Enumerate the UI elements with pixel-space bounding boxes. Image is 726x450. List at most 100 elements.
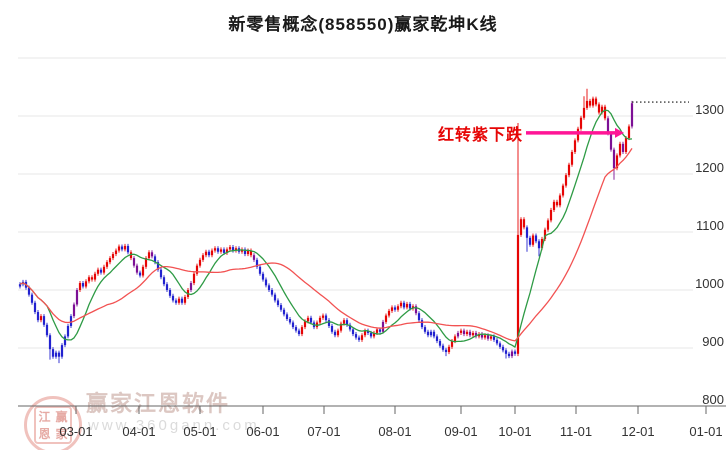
candle [267,285,271,290]
candle [252,255,256,260]
candle [54,352,58,357]
candle [579,117,583,129]
candle [546,220,550,230]
candle [57,352,61,357]
candle [66,325,70,337]
candle [348,324,352,330]
candle [69,316,73,326]
candle [294,327,298,331]
candle [309,317,313,323]
candle [588,100,592,106]
candle [621,143,625,152]
candle [108,258,112,263]
candle [477,334,481,337]
candle [105,262,109,267]
candle [324,315,328,321]
candle [360,335,364,340]
watermark-logo: 江 赢 恩 家 [24,396,82,450]
candle [129,252,133,259]
candle [447,346,451,353]
candle [492,336,496,340]
candle [138,272,142,276]
y-axis-label: 800 [702,392,724,407]
candle [429,331,433,336]
candle [159,269,163,278]
candle [99,269,103,273]
candle [39,316,43,321]
candle [300,327,304,335]
candle [426,331,430,336]
candle [378,329,382,332]
candle [282,309,286,315]
candle [357,337,361,340]
candle [420,320,424,328]
candle [591,98,595,106]
x-axis-label: 03-01 [59,424,92,439]
candle [570,151,574,165]
candle [387,310,391,316]
candle [345,320,349,325]
candle [147,252,151,259]
candle [555,201,559,206]
watermark-logo-seal: 江 赢 恩 家 [34,406,72,444]
candle [534,235,538,242]
candle [231,247,235,251]
candle [276,300,280,306]
candle [408,303,412,309]
candle [135,265,139,273]
candle [234,248,238,251]
candle [399,302,403,307]
candle [117,246,121,251]
candle [207,251,211,256]
candle [459,330,463,333]
candle [600,106,604,113]
x-axis-label: 05-01 [183,424,216,439]
candle [144,258,148,267]
candle [567,164,571,176]
candle [318,317,322,323]
candle [435,336,439,342]
candle [306,317,310,322]
candle [504,350,508,354]
x-axis-line [18,405,726,414]
candle [303,321,307,328]
candle [480,334,484,338]
trend-arrow [526,127,624,138]
candle [513,351,517,354]
candle [288,319,292,323]
candle [36,312,40,321]
candle [93,273,97,280]
candle [522,219,526,228]
candle [285,314,289,319]
candle [120,246,124,250]
candle [339,323,343,331]
candle [183,296,187,303]
candle [123,245,127,250]
candle [396,306,400,310]
candle [561,185,565,196]
x-axis-label: 12-01 [621,424,654,439]
candle [201,255,205,260]
candle [510,351,514,357]
candle [81,283,85,287]
candle [84,281,88,287]
candle [174,300,178,303]
candle [627,126,631,139]
candle [96,269,100,274]
candle [153,256,157,263]
candle [564,175,568,186]
candle [45,324,49,336]
candle [264,279,268,286]
y-axis-label: 1300 [695,102,724,117]
candle [291,322,295,328]
y-axis-labels: 800 900 1000 1100 1200 1300 [695,102,724,407]
candle [519,219,523,235]
candle [549,209,553,221]
candle [18,284,22,287]
y-axis-label: 1100 [696,218,724,233]
candle [594,98,598,105]
candle [585,100,589,108]
candle [321,315,325,318]
candle [279,305,283,310]
candle [453,336,457,342]
